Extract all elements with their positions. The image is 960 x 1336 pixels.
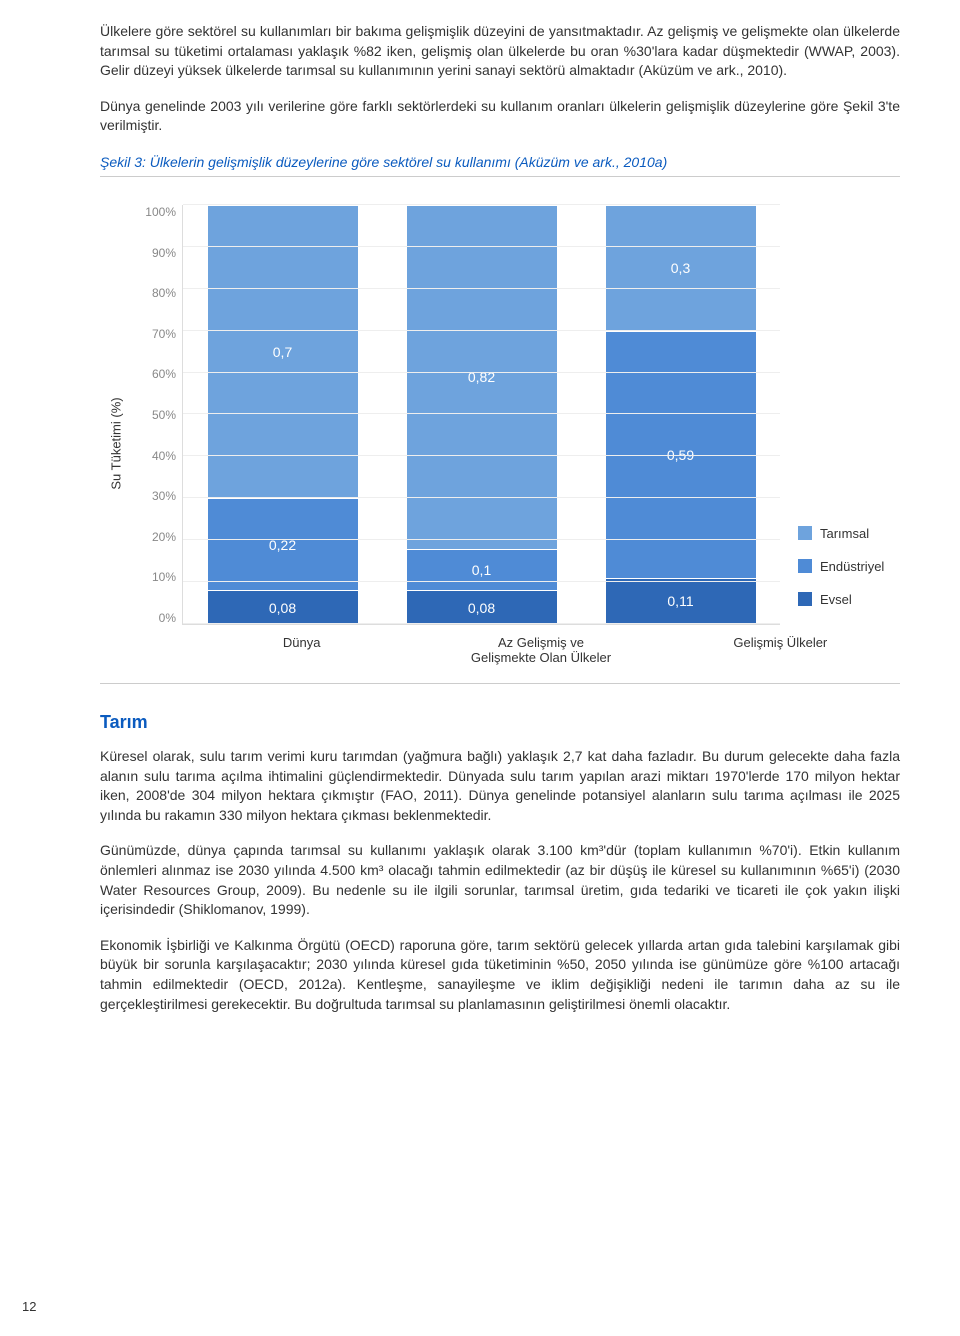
legend-label: Tarımsal bbox=[820, 526, 869, 541]
bar-column: 0,080,220,7 bbox=[208, 205, 358, 624]
y-tick: 40% bbox=[130, 449, 176, 463]
bar-segment-tarimsal: 0,3 bbox=[606, 205, 756, 331]
divider bbox=[100, 683, 900, 684]
y-tick: 10% bbox=[130, 570, 176, 584]
bar-segment-endustriyel: 0,59 bbox=[606, 331, 756, 578]
y-tick: 20% bbox=[130, 530, 176, 544]
page-number: 12 bbox=[22, 1299, 36, 1314]
body-paragraph-2: Dünya genelinde 2003 yılı verilerine gör… bbox=[100, 97, 900, 136]
bar-segment-tarimsal: 0,7 bbox=[208, 205, 358, 498]
bar-segment-evsel: 0,08 bbox=[407, 590, 557, 624]
y-axis-label: Su Tüketimi (%) bbox=[109, 397, 124, 489]
y-tick: 30% bbox=[130, 489, 176, 503]
y-tick: 70% bbox=[130, 327, 176, 341]
y-tick: 90% bbox=[130, 246, 176, 260]
body-paragraph-3: Küresel olarak, sulu tarım verimi kuru t… bbox=[100, 747, 900, 825]
y-tick: 100% bbox=[130, 205, 176, 219]
divider bbox=[100, 176, 900, 177]
legend-item-evsel: Evsel bbox=[798, 592, 900, 607]
swatch-icon bbox=[798, 526, 812, 540]
bar-segment-endustriyel: 0,22 bbox=[208, 498, 358, 590]
y-tick: 50% bbox=[130, 408, 176, 422]
section-heading: Tarım bbox=[100, 712, 900, 733]
bar-segment-endustriyel: 0,1 bbox=[407, 549, 557, 591]
swatch-icon bbox=[798, 592, 812, 606]
bar-segment-evsel: 0,08 bbox=[208, 590, 358, 624]
bar-column: 0,110,590,3 bbox=[606, 205, 756, 624]
bar-column: 0,080,10,82 bbox=[407, 205, 557, 624]
body-paragraph-1: Ülkelere göre sektörel su kullanımları b… bbox=[100, 22, 900, 81]
stacked-bar-chart: Su Tüketimi (%) 100% 90% 80% 70% 60% 50% 40% 30… bbox=[100, 205, 900, 625]
y-tick: 80% bbox=[130, 286, 176, 300]
legend-label: Endüstriyel bbox=[820, 559, 884, 574]
legend-label: Evsel bbox=[820, 592, 852, 607]
swatch-icon bbox=[798, 559, 812, 573]
body-paragraph-4: Günümüzde, dünya çapında tarımsal su kul… bbox=[100, 841, 900, 919]
x-axis-labels: Dünya Az Gelişmiş ve Gelişmekte Olan Ülke… bbox=[182, 635, 900, 665]
chart-title: Şekil 3: Ülkelerin gelişmişlik düzeyleri… bbox=[100, 154, 900, 170]
y-tick: 0% bbox=[130, 611, 176, 625]
x-tick-label: Az Gelişmiş ve Gelişmekte Olan Ülkeler bbox=[466, 635, 616, 665]
y-tick: 60% bbox=[130, 367, 176, 381]
legend-item-tarimsal: Tarımsal bbox=[798, 526, 900, 541]
plot-area: 0,080,220,70,080,10,820,110,590,3 bbox=[182, 205, 780, 625]
chart-legend: Tarımsal Endüstriyel Evsel bbox=[780, 205, 900, 625]
bar-segment-evsel: 0,11 bbox=[606, 578, 756, 624]
body-paragraph-5: Ekonomik İşbirliği ve Kalkınma Örgütü (O… bbox=[100, 936, 900, 1014]
x-tick-label: Dünya bbox=[227, 635, 377, 665]
y-axis-ticks: 100% 90% 80% 70% 60% 50% 40% 30% 20% 10% 0% bbox=[130, 205, 182, 625]
x-tick-label: Gelişmiş Ülkeler bbox=[705, 635, 855, 665]
legend-item-endustriyel: Endüstriyel bbox=[798, 559, 900, 574]
